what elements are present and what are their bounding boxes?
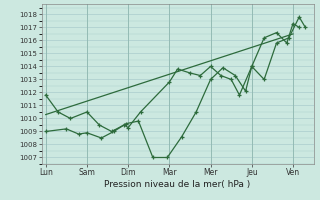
X-axis label: Pression niveau de la mer( hPa ): Pression niveau de la mer( hPa ): [104, 180, 251, 189]
